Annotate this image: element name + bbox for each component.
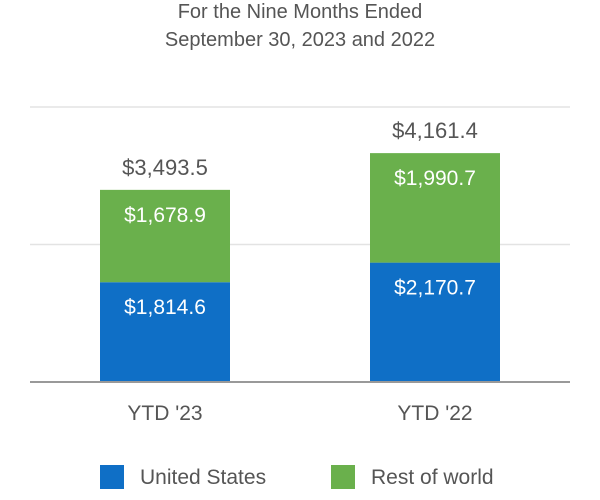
data-label-0-1: $1,678.9 <box>124 204 206 227</box>
legend-swatch-1 <box>331 465 355 489</box>
bar-segment-0-1 <box>100 189 230 283</box>
chart-title: For the Nine Months Ended September 30, … <box>165 1 435 51</box>
bar-segment-1-0 <box>370 262 500 382</box>
legend: United States Rest of world <box>100 465 494 489</box>
x-tick-label-0: YTD '23 <box>127 402 202 425</box>
data-label-0-0: $1,814.6 <box>124 296 206 319</box>
bars <box>100 153 500 382</box>
x-tick-label-1: YTD '22 <box>397 402 472 425</box>
total-label-0: $3,493.5 <box>122 155 208 180</box>
legend-label-1: Rest of world <box>371 466 494 489</box>
bar-segment-1-1 <box>370 153 500 263</box>
labels: $1,814.6 $1,678.9 $3,493.5 YTD '23 $2,170.7 $… <box>122 118 478 425</box>
legend-label-0: United States <box>140 466 266 489</box>
bar-segment-0-0 <box>100 282 230 382</box>
data-label-1-1: $1,990.7 <box>394 167 476 190</box>
legend-swatch-0 <box>100 465 124 489</box>
title-line-1: For the Nine Months Ended <box>178 1 423 23</box>
title-line-2: September 30, 2023 and 2022 <box>165 29 435 51</box>
data-label-1-0: $2,170.7 <box>394 277 476 300</box>
total-label-1: $4,161.4 <box>392 118 478 143</box>
